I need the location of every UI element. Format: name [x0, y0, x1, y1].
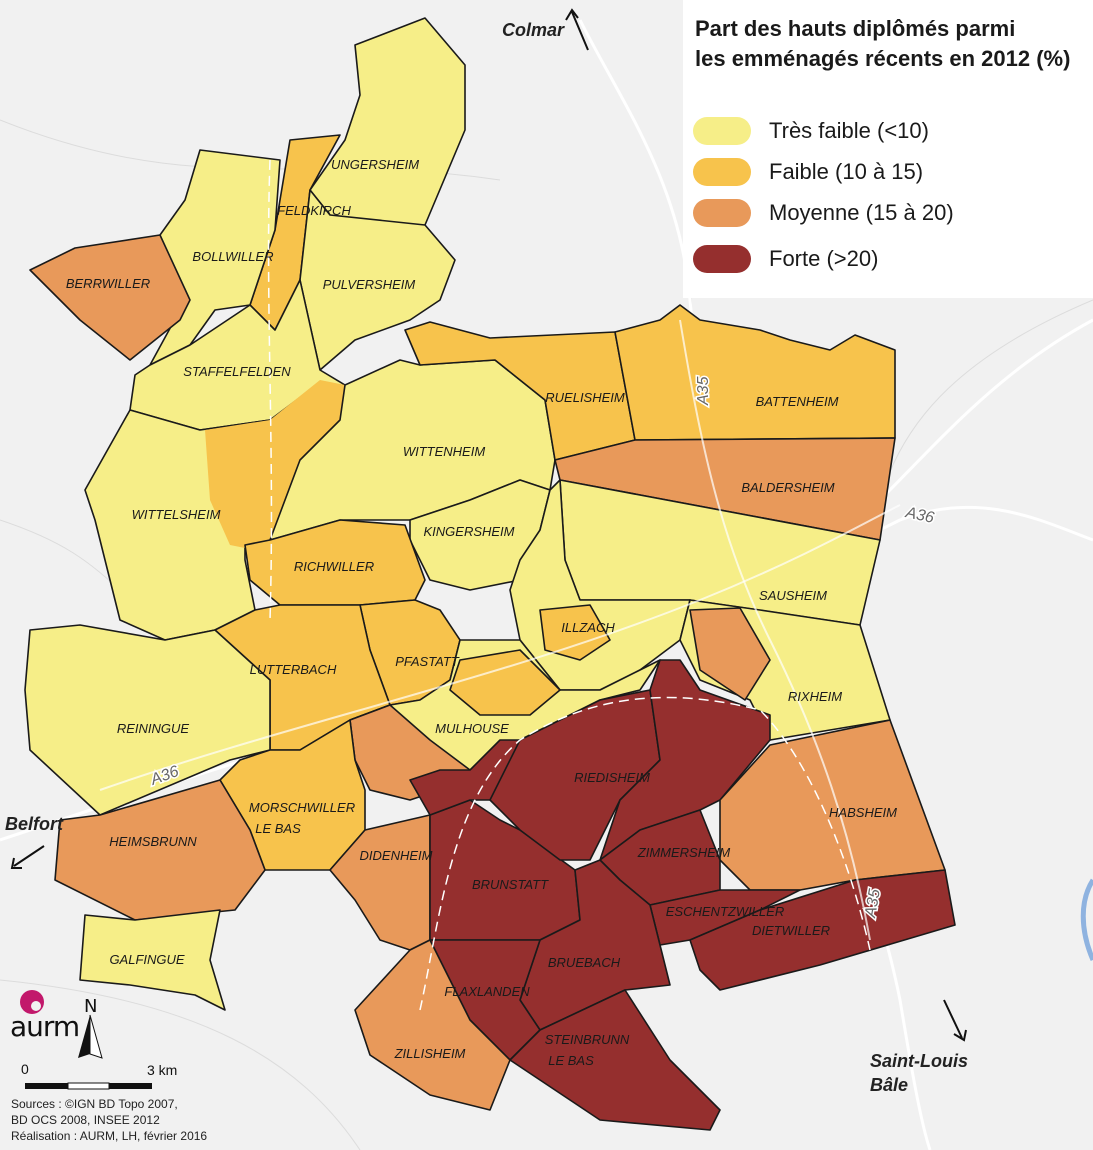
label-dietwiller: DIETWILLER	[752, 923, 830, 938]
label-wittenheim: WITTENHEIM	[403, 444, 485, 459]
legend-item-tres-faible: Très faible (<10)	[693, 116, 929, 146]
legend-swatch	[693, 158, 751, 186]
commune-steinbrunn-le-bas[interactable]	[509, 989, 721, 1131]
sources-line: Sources : ©IGN BD Topo 2007,	[11, 1097, 178, 1111]
legend-item-faible: Faible (10 à 15)	[693, 157, 923, 187]
road-label-a35-north: A35	[695, 376, 712, 406]
label-heimsbrunn: HEIMSBRUNN	[109, 834, 197, 849]
place-colmar: Colmar	[502, 20, 565, 40]
sources: Sources : ©IGN BD Topo 2007, BD OCS 2008…	[11, 1096, 207, 1144]
label-feldkirch: FELDKIRCH	[277, 203, 351, 218]
logo-text: aurm	[10, 1010, 80, 1043]
label-habsheim: HABSHEIM	[829, 805, 897, 820]
scale-bar	[25, 1082, 152, 1090]
label-richwiller: RICHWILLER	[294, 559, 374, 574]
commune-heimsbrunn[interactable]	[54, 779, 266, 921]
north-arrow-icon	[78, 1014, 103, 1059]
legend-title-line1: Part des hauts diplômés parmi	[695, 16, 1016, 41]
label-bollwiller: BOLLWILLER	[192, 249, 273, 264]
label-zillisheim: ZILLISHEIM	[394, 1046, 466, 1061]
label-baldersheim: BALDERSHEIM	[741, 480, 834, 495]
legend-label: Moyenne (15 à 20)	[769, 200, 954, 225]
north-label: N	[84, 996, 98, 1017]
label-steinbrunn-2: LE BAS	[548, 1053, 594, 1068]
commune-berrwiller[interactable]	[29, 234, 191, 361]
label-eschentzwiller: ESCHENTZWILLER	[666, 904, 784, 919]
logo-mark-icon	[20, 990, 44, 1014]
label-zimmersheim: ZIMMERSHEIM	[637, 845, 731, 860]
label-lutterbach: LUTTERBACH	[250, 662, 337, 677]
label-kingersheim: KINGERSHEIM	[423, 524, 514, 539]
place-belfort: Belfort	[5, 814, 64, 834]
legend-item-moyenne: Moyenne (15 à 20)	[693, 198, 954, 228]
legend: Part des hauts diplômés parmi les emména…	[683, 0, 1093, 298]
label-ungersheim: UNGERSHEIM	[331, 157, 419, 172]
roads-overlay	[99, 159, 901, 1011]
commune-rixheim-patch	[689, 607, 771, 701]
label-bruebach: BRUEBACH	[548, 955, 621, 970]
commune-baldersheim[interactable]	[554, 437, 896, 541]
label-galfingue: GALFINGUE	[109, 952, 184, 967]
label-didenheim: DIDENHEIM	[360, 848, 433, 863]
label-illzach: ILLZACH	[561, 620, 615, 635]
commune-illzach-patch	[539, 604, 611, 661]
commune-battenheim[interactable]	[614, 304, 896, 441]
commune-richwiller[interactable]	[244, 519, 426, 606]
label-sausheim: SAUSHEIM	[759, 588, 827, 603]
road-label-a36-east: A36	[903, 504, 935, 527]
label-battenheim: BATTENHEIM	[756, 394, 839, 409]
arrow-belfort-icon	[10, 845, 45, 869]
legend-title: Part des hauts diplômés parmi les emména…	[695, 14, 1070, 74]
commune-mulhouse-patch	[449, 649, 561, 716]
legend-title-line2: les emménagés récents en 2012 (%)	[695, 46, 1071, 71]
scale-end: 3 km	[147, 1062, 178, 1078]
legend-label: Très faible (<10)	[769, 118, 929, 143]
label-brunstatt: BRUNSTATT	[472, 877, 549, 892]
label-pulversheim: PULVERSHEIM	[323, 277, 416, 292]
label-morschwiller-2: LE BAS	[255, 821, 301, 836]
commune-labels: UNGERSHEIM FELDKIRCH BOLLWILLER BERRWILL…	[66, 157, 897, 1068]
commune-galfingue[interactable]	[79, 909, 226, 1011]
place-saint-louis: Saint-Louis	[870, 1051, 968, 1071]
legend-label: Forte (>20)	[769, 246, 879, 271]
arrow-saint-louis-icon	[943, 999, 967, 1042]
commune-patch-faible	[205, 380, 345, 548]
label-flaxlanden: FLAXLANDEN	[444, 984, 530, 999]
label-staffelfelden: STAFFELFELDEN	[183, 364, 291, 379]
place-bale: Bâle	[870, 1075, 908, 1095]
commune-dietwiller[interactable]	[689, 869, 956, 991]
label-ruelisheim: RUELISHEIM	[545, 390, 625, 405]
commune-zillisheim[interactable]	[354, 939, 511, 1111]
sources-line: BD OCS 2008, INSEE 2012	[11, 1113, 160, 1127]
legend-swatch	[693, 199, 751, 227]
river	[1080, 878, 1093, 961]
legend-swatch	[693, 117, 751, 145]
legend-label: Faible (10 à 15)	[769, 159, 924, 184]
place-labels: Colmar Belfort Saint-Louis Bâle	[5, 8, 968, 1095]
commune-eschentzwiller[interactable]	[649, 889, 801, 946]
arrow-colmar-icon	[565, 8, 589, 51]
label-steinbrunn: STEINBRUNN	[545, 1032, 630, 1047]
legend-swatch	[693, 245, 751, 273]
label-wittelsheim: WITTELSHEIM	[132, 507, 221, 522]
label-berrwiller: BERRWILLER	[66, 276, 150, 291]
legend-item-forte: Forte (>20)	[693, 244, 878, 274]
label-reiningue: REININGUE	[117, 721, 190, 736]
label-mulhouse: MULHOUSE	[435, 721, 509, 736]
scale-start: 0	[21, 1061, 29, 1077]
sources-line: Réalisation : AURM, LH, février 2016	[11, 1129, 208, 1143]
label-rixheim: RIXHEIM	[788, 689, 842, 704]
label-riedisheim: RIEDISHEIM	[574, 770, 650, 785]
label-pfastatt: PFASTATT	[395, 654, 460, 669]
label-morschwiller: MORSCHWILLER	[249, 800, 355, 815]
